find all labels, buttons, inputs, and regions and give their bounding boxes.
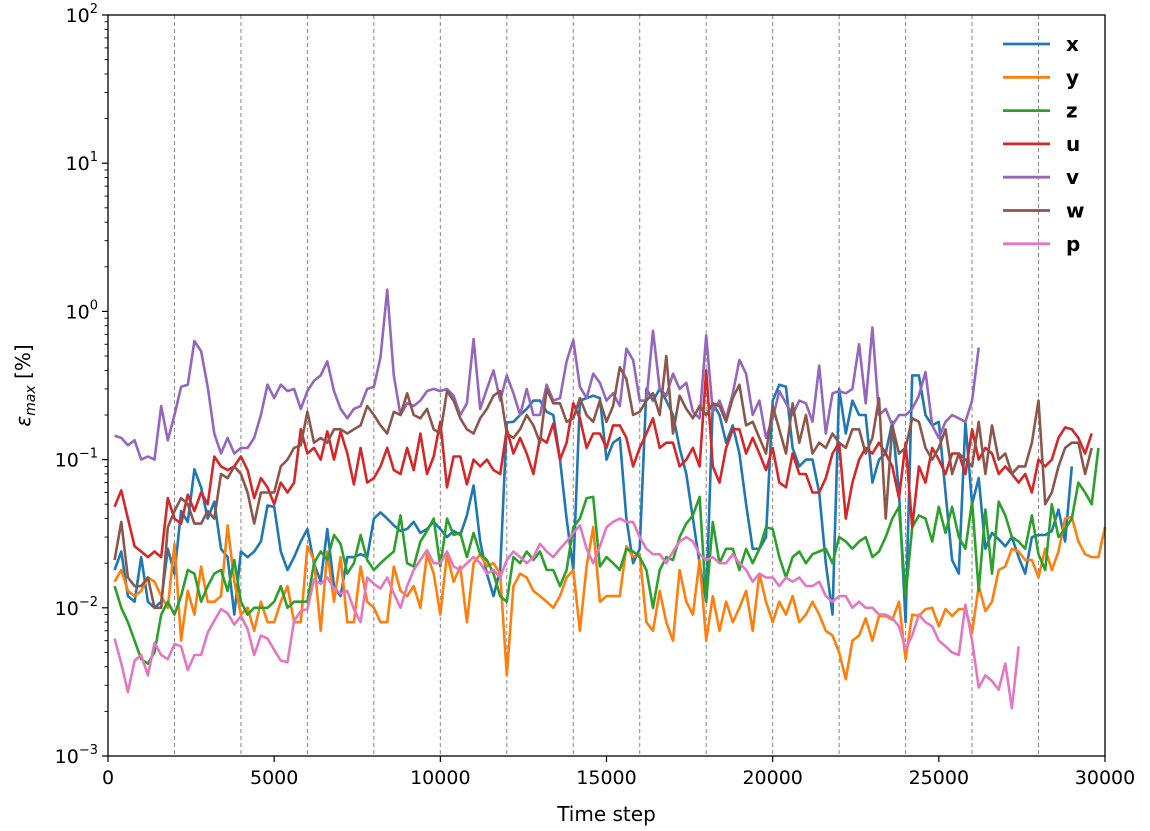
y-tick-label: 10−1 bbox=[55, 447, 98, 472]
legend-label-y: y bbox=[1066, 65, 1079, 89]
x-tick-label: 20000 bbox=[742, 767, 802, 789]
series-line-v bbox=[114, 288, 980, 461]
y-axis-label-subscript: max bbox=[23, 385, 39, 416]
y-tick-label: 102 bbox=[66, 2, 98, 27]
x-axis-ticks: 0 5000 10000 15000 20000 25000 30000 bbox=[102, 756, 1135, 789]
series-line-p bbox=[113, 517, 1020, 710]
x-tick-label: 25000 bbox=[909, 767, 969, 789]
legend-label-p: p bbox=[1066, 232, 1080, 256]
y-axis-ticks: 10−3 10−2 10−1 100 101 102 bbox=[55, 2, 108, 768]
y-tick-label: 10−3 bbox=[55, 743, 98, 768]
series-lines bbox=[113, 288, 1107, 710]
y-axis-label: εmax [%] bbox=[11, 344, 39, 426]
series-line-y bbox=[113, 515, 1107, 681]
legend-label-u: u bbox=[1066, 132, 1080, 156]
legend-label-w: w bbox=[1066, 199, 1084, 223]
x-tick-label: 10000 bbox=[410, 767, 470, 789]
x-axis-label: Time step bbox=[556, 802, 656, 826]
x-tick-label: 15000 bbox=[576, 767, 636, 789]
legend-label-v: v bbox=[1066, 165, 1079, 189]
legend-label-x: x bbox=[1066, 32, 1079, 56]
x-tick-label: 30000 bbox=[1075, 767, 1135, 789]
y-tick-label: 100 bbox=[66, 298, 98, 323]
y-tick-label: 101 bbox=[66, 150, 98, 175]
y-axis-label-symbol: ε bbox=[11, 416, 35, 427]
series-line-u bbox=[113, 369, 1093, 559]
legend-label-z: z bbox=[1066, 99, 1078, 123]
y-axis-label-unit: [%] bbox=[11, 344, 35, 385]
x-tick-label: 0 bbox=[102, 767, 114, 789]
series-line-w bbox=[113, 354, 1093, 610]
series-line-z bbox=[113, 447, 1100, 665]
x-tick-label: 5000 bbox=[250, 767, 298, 789]
y-tick-label: 10−2 bbox=[55, 595, 98, 620]
series-line-x bbox=[113, 374, 1074, 624]
